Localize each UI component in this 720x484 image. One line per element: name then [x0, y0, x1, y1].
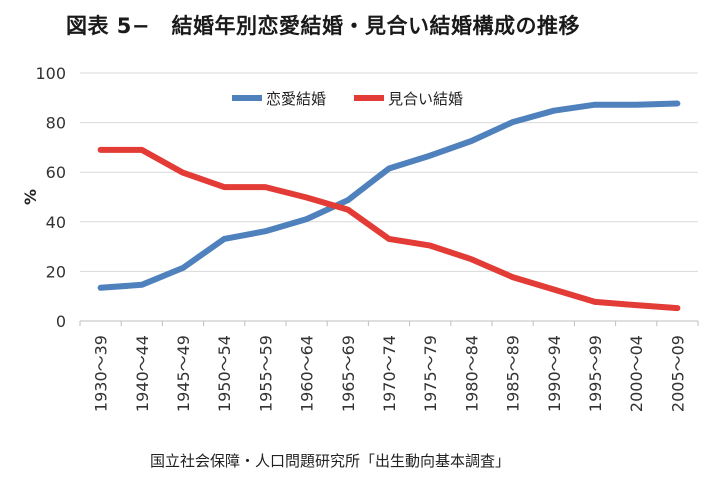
- y-tick-label: 100: [35, 64, 66, 83]
- x-tick-label: 1945～49: [174, 335, 193, 412]
- data-point: [592, 102, 598, 108]
- legend-label-arranged: 見合い結婚: [388, 90, 463, 108]
- x-tick-label: 2000～04: [627, 335, 646, 412]
- data-point: [345, 197, 351, 203]
- series-lines: [97, 100, 681, 312]
- x-tick-label: 1970～74: [380, 335, 399, 412]
- x-tick-label: 1950～54: [215, 335, 234, 412]
- data-point: [510, 274, 516, 280]
- series-line-love: [97, 100, 681, 291]
- data-point: [468, 256, 474, 262]
- gridlines: [80, 72, 698, 322]
- series-line-arranged: [97, 146, 681, 312]
- legend-label-love: 恋愛結婚: [266, 90, 326, 108]
- data-point: [180, 170, 186, 176]
- data-point: [510, 119, 516, 125]
- data-point: [180, 265, 186, 271]
- x-axis-ticks: 1930～39 1940～44 1945～49 1950～54 1955～59 1960～…: [79, 321, 699, 412]
- data-point: [345, 207, 351, 213]
- x-tick-label: 1975～79: [421, 335, 440, 412]
- x-tick-label: 1995～99: [586, 335, 605, 412]
- chart-title: 図表 5− 結婚年別恋愛結婚・見合い結婚構成の推移: [66, 14, 581, 38]
- x-tick-label: 2005～09: [668, 335, 687, 412]
- data-point: [221, 236, 227, 242]
- data-point: [304, 216, 310, 222]
- x-tick-label: 1960～64: [298, 335, 317, 412]
- data-point: [304, 194, 310, 200]
- data-point: [98, 147, 104, 153]
- data-point: [139, 282, 145, 288]
- data-point: [386, 236, 392, 242]
- y-axis-label: %: [21, 189, 40, 205]
- y-tick-label: 60: [46, 163, 66, 182]
- data-point: [633, 102, 639, 108]
- y-tick-label: 40: [46, 213, 66, 232]
- source-note: 国立社会保障・人口問題研究所「出生動向基本調査」: [150, 452, 511, 470]
- data-point: [262, 228, 268, 234]
- data-point: [592, 299, 598, 305]
- x-tick-label: 1980～84: [462, 335, 481, 412]
- y-tick-label: 0: [56, 312, 66, 331]
- data-point: [633, 302, 639, 308]
- x-tick-label: 1990～94: [545, 335, 564, 412]
- data-point: [98, 285, 104, 291]
- data-point: [551, 108, 557, 114]
- data-point: [551, 287, 557, 293]
- y-tick-label: 80: [46, 114, 66, 133]
- data-point: [221, 184, 227, 190]
- x-tick-label: 1965～69: [339, 335, 358, 412]
- y-axis-ticks: 0 20 40 60 80 100: [35, 64, 66, 331]
- data-point: [386, 165, 392, 171]
- x-tick-label: 1955～59: [256, 335, 275, 412]
- data-point: [427, 243, 433, 249]
- x-tick-label: 1940～44: [133, 335, 152, 412]
- data-point: [468, 138, 474, 144]
- data-point: [674, 101, 680, 107]
- data-point: [262, 184, 268, 190]
- x-tick-label: 1930～39: [92, 335, 111, 412]
- legend: 恋愛結婚 見合い結婚: [232, 90, 463, 108]
- data-point: [427, 153, 433, 159]
- y-tick-label: 20: [46, 262, 66, 281]
- data-point: [674, 305, 680, 311]
- x-tick-label: 1985～89: [504, 335, 523, 412]
- data-point: [139, 147, 145, 153]
